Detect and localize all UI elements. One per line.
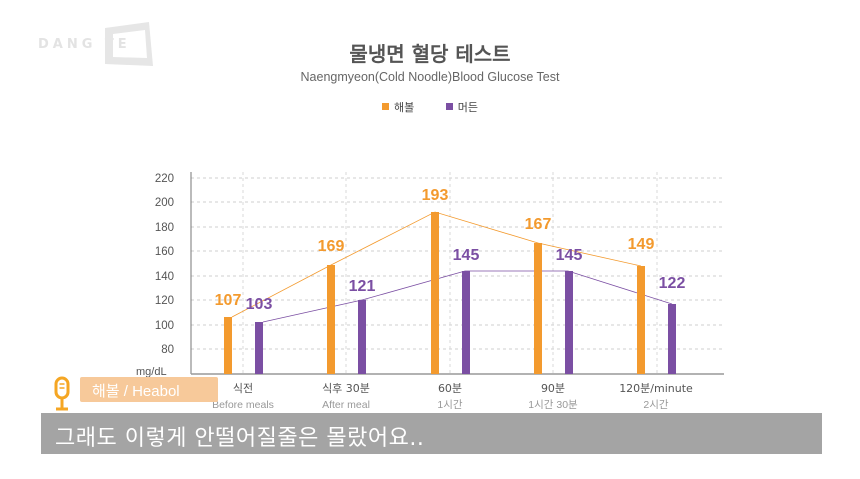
- svg-text:107: 107: [215, 292, 242, 309]
- svg-text:121: 121: [349, 278, 376, 295]
- y-axis-unit: mg/dL: [136, 366, 167, 378]
- bar: [637, 266, 645, 374]
- y-tick-labels: 220 200 180 160 140 120 100 80: [155, 173, 174, 356]
- microphone-icon: [54, 376, 70, 411]
- svg-text:145: 145: [556, 247, 583, 264]
- horizontal-gridlines: [191, 177, 724, 350]
- bar: [255, 322, 263, 374]
- bar: [431, 212, 439, 374]
- speaker-name: 해볼 / Heabol: [92, 383, 180, 400]
- x-category-main: 90분: [540, 382, 566, 395]
- svg-text:145: 145: [453, 247, 480, 264]
- chart-subtitle: Naengmyeon(Cold Noodle)Blood Glucose Tes…: [300, 70, 560, 84]
- x-category-120min: 120분/minute 2시간: [601, 381, 711, 413]
- heabol-value-labels: 107 169 193 167 149: [215, 187, 655, 309]
- svg-text:180: 180: [155, 222, 174, 234]
- x-category-main: 식전: [232, 382, 254, 395]
- x-category-90min: 90분 1시간 30분: [498, 381, 608, 413]
- svg-text:220: 220: [155, 173, 174, 185]
- bar: [668, 304, 676, 374]
- svg-text:120: 120: [155, 295, 174, 307]
- svg-text:193: 193: [422, 187, 449, 204]
- bar: [327, 265, 335, 374]
- svg-text:140: 140: [155, 271, 174, 283]
- caption-text: 그래도 이렇게 안떨어질줄은 몰랐어요..: [55, 426, 425, 451]
- watermark-logo: DANG TE: [38, 37, 131, 52]
- x-category-main: 60분: [437, 382, 463, 395]
- meodeun-value-labels: 103 121 145 145 122: [246, 247, 686, 313]
- watermark-frame-icon: [105, 22, 153, 66]
- svg-text:160: 160: [155, 246, 174, 258]
- bar: [534, 243, 542, 374]
- x-category-main: 120분/minute: [619, 382, 693, 395]
- x-category-main: 식후 30분: [322, 382, 370, 395]
- legend-item-heabol: 해볼: [382, 99, 414, 115]
- x-category-sub: 2시간: [643, 399, 669, 411]
- svg-text:169: 169: [318, 238, 345, 255]
- legend-label: 머든: [457, 101, 478, 114]
- svg-text:80: 80: [161, 344, 174, 356]
- x-category-60min: 60분 1시간: [395, 381, 505, 413]
- svg-text:100: 100: [155, 320, 174, 332]
- bar: [565, 271, 573, 374]
- svg-text:122: 122: [659, 275, 686, 292]
- x-category-after-meal: 식후 30분 After meal: [291, 381, 401, 413]
- bar: [224, 317, 232, 374]
- x-category-before-meals: 식전 Before meals: [188, 381, 298, 413]
- heabol-bars: [224, 212, 645, 374]
- svg-text:103: 103: [246, 296, 273, 313]
- meodeun-bars: [255, 271, 676, 374]
- svg-text:149: 149: [628, 236, 655, 253]
- x-category-sub: 1시간: [437, 399, 463, 411]
- legend-swatch-purple: [445, 103, 453, 110]
- legend-item-meodeun: 머든: [445, 99, 478, 115]
- bar: [358, 300, 366, 374]
- chart-title: 물냉면 혈당 테스트: [349, 42, 511, 66]
- legend-swatch-orange: [382, 103, 389, 110]
- vertical-gridlines: [242, 172, 658, 374]
- x-category-sub: 1시간 30분: [528, 399, 578, 411]
- svg-text:200: 200: [155, 197, 174, 209]
- svg-text:167: 167: [525, 216, 552, 233]
- bar: [462, 271, 470, 374]
- x-category-sub: Before meals: [212, 399, 274, 411]
- legend-label: 해볼: [394, 101, 415, 114]
- chart-legend: 해볼 머든: [0, 99, 860, 115]
- caption-bar: 그래도 이렇게 안떨어질줄은 몰랐어요..: [41, 413, 822, 454]
- x-category-sub: After meal: [322, 399, 370, 411]
- speaker-tag: 해볼 / Heabol: [80, 377, 218, 402]
